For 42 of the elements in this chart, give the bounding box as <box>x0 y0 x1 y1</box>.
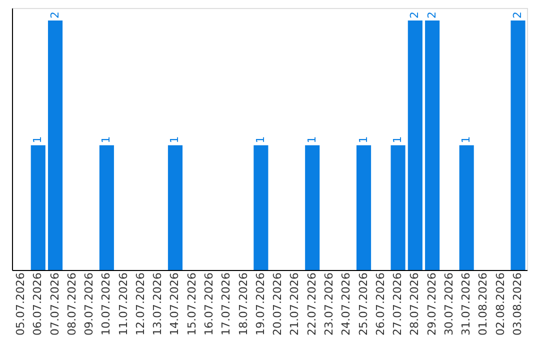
x-tick-label: 17.07.2026 <box>220 272 233 336</box>
x-tick-label: 07.07.2026 <box>48 272 62 336</box>
x-tick-label: 22.07.2026 <box>305 272 318 336</box>
data-label: 1 <box>31 136 44 144</box>
x-tick-label: 30.07.2026 <box>442 272 456 336</box>
x-tick-label: 23.07.2026 <box>322 272 336 336</box>
data-label: 1 <box>460 136 473 144</box>
data-label: 2 <box>48 11 62 18</box>
x-tick-label: 06.07.2026 <box>31 272 44 336</box>
x-tick-label: 21.07.2026 <box>288 272 302 336</box>
x-tick-label: 15.07.2026 <box>185 272 198 336</box>
x-tick-label: 16.07.2026 <box>202 272 216 336</box>
data-label: 1 <box>305 136 318 144</box>
data-label: 2 <box>425 11 438 18</box>
x-tick-label: 13.07.2026 <box>151 272 164 336</box>
x-tick-label: 29.07.2026 <box>425 272 438 336</box>
x-tick-label: 27.07.2026 <box>391 272 404 336</box>
data-label: 2 <box>511 11 524 18</box>
x-tick-label: 26.07.2026 <box>374 272 387 336</box>
x-tick-label: 11.07.2026 <box>116 272 130 336</box>
data-label: 1 <box>100 136 113 144</box>
x-tick-label: 01.08.2026 <box>476 272 490 336</box>
x-tick-label: 08.07.2026 <box>65 272 78 336</box>
x-tick-label: 14.07.2026 <box>168 272 182 336</box>
x-tick-label: 03.08.2026 <box>511 272 524 336</box>
data-label: 2 <box>408 11 422 18</box>
data-label: 1 <box>168 136 182 144</box>
x-tick-label: 20.07.2026 <box>271 272 284 336</box>
x-tick-label: 02.08.2026 <box>494 272 507 336</box>
data-label: 1 <box>391 136 404 144</box>
x-tick-label: 18.07.2026 <box>236 272 250 336</box>
x-tick-label: 12.07.2026 <box>134 272 147 336</box>
x-tick-label: 10.07.2026 <box>100 272 113 336</box>
x-tick-label: 05.07.2026 <box>14 272 27 336</box>
x-tick-label: 31.07.2026 <box>460 272 473 336</box>
x-tick-label: 24.07.2026 <box>340 272 353 336</box>
x-tick-label: 09.07.2026 <box>82 272 96 336</box>
data-label: 1 <box>356 136 370 144</box>
x-tick-label: 28.07.2026 <box>408 272 422 336</box>
x-tick-label: 25.07.2026 <box>356 272 370 336</box>
data-label: 1 <box>254 136 267 144</box>
x-tick-label: 19.07.2026 <box>254 272 267 336</box>
